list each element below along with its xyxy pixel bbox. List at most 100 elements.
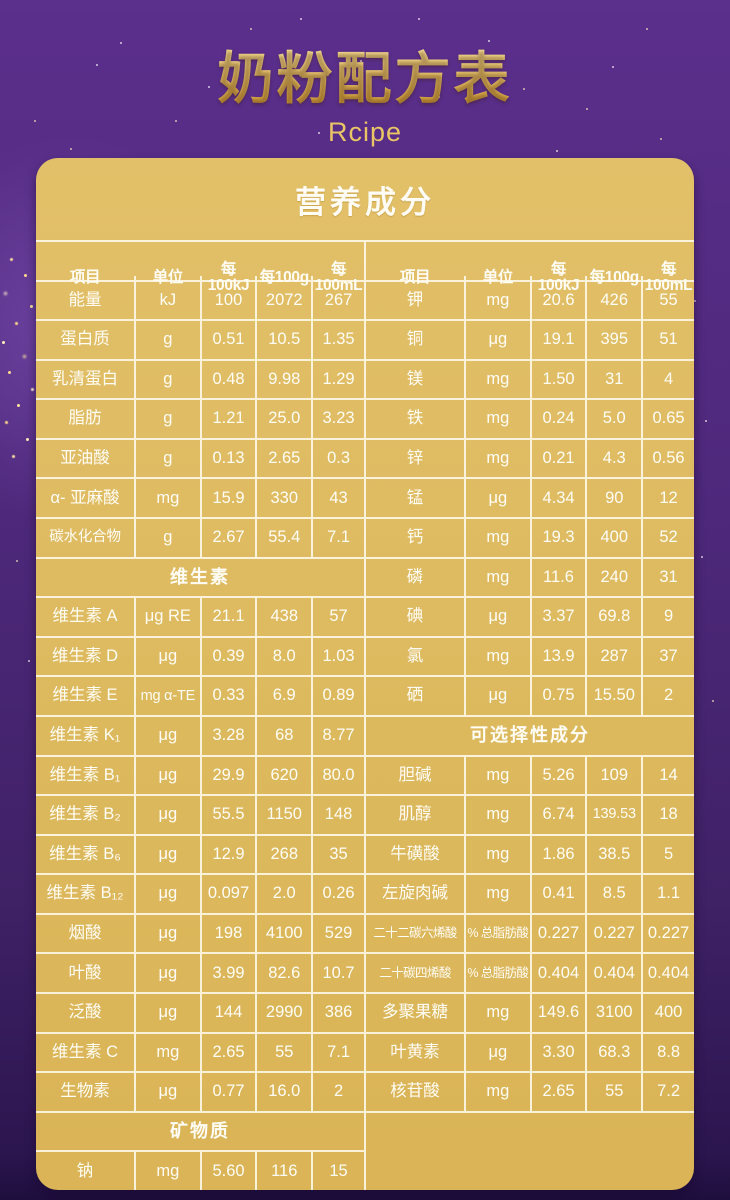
table-cell: 核苷酸 xyxy=(366,1073,467,1111)
table-row: 锰 μg 4.34 90 12 xyxy=(366,479,694,520)
table-cell: mg xyxy=(466,519,532,557)
table-row: 碳水化合物 g 2.67 55.4 7.1 xyxy=(36,519,364,559)
table-row: 叶酸 μg 3.99 82.6 10.7 xyxy=(36,954,364,994)
table-row: 碘 μg 3.37 69.8 9 xyxy=(366,598,694,638)
table-cell: 3.99 xyxy=(202,954,258,992)
table-cell: 铜 xyxy=(366,321,467,359)
table-row: 镁 mg 1.50 31 4 xyxy=(366,360,694,401)
table-cell: 330 xyxy=(257,479,314,518)
page-title: 奶粉配方表 xyxy=(0,34,730,115)
table-cell: 1.03 xyxy=(322,646,355,665)
table-cell: 钠 xyxy=(36,1152,137,1190)
table-row: 维生素 B₁₂ μg 0.097 2.0 0.26 xyxy=(36,875,364,915)
table-cell: 12 xyxy=(659,488,678,507)
table-row: 肌醇 mg 6.74 139.53 18 xyxy=(366,796,694,836)
table-cell: 55.5 xyxy=(202,796,258,834)
table-cell: 400 xyxy=(654,1003,683,1022)
column-header-cell: 项目 xyxy=(36,270,137,284)
table-cell: 15 xyxy=(329,1162,348,1181)
table-cell: 2072 xyxy=(257,281,314,320)
column-header-cell: 单位 xyxy=(136,270,202,284)
table-row: 多聚果糖 mg 149.6 3100 400 xyxy=(366,993,694,1034)
table-cell: α- 亚麻酸 xyxy=(36,479,137,518)
column-header-row: 项目 单位 每100kJ 每100g 每100mL xyxy=(366,242,694,293)
column-header-cell: 每100kJ xyxy=(532,262,588,293)
table-cell: g xyxy=(136,400,202,438)
table-cell: 0.65 xyxy=(652,409,685,428)
table-cell: 21.1 xyxy=(202,598,258,636)
table-cell: mg xyxy=(466,439,532,478)
table-cell: 20.6 xyxy=(532,281,588,320)
table-cell: 37 xyxy=(659,646,678,665)
table-cell: 5.60 xyxy=(202,1152,258,1190)
table-cell: 能量 xyxy=(36,281,137,320)
table-cell: 左旋肉碱 xyxy=(366,875,467,913)
table-cell: 4.34 xyxy=(532,479,588,518)
table-cell: 139.53 xyxy=(587,796,644,834)
table-cell: 0.13 xyxy=(202,439,258,478)
table-cell: 68 xyxy=(257,716,314,755)
table-row: 铁 mg 0.24 5.0 0.65 xyxy=(366,400,694,440)
table-cell: mg xyxy=(466,835,532,874)
table-cell: 烟酸 xyxy=(36,914,137,953)
column-header-cell: 每100mL xyxy=(314,260,363,294)
table-cell: 109 xyxy=(587,756,644,795)
table-cell: 0.24 xyxy=(532,400,588,438)
table-cell: 1.1 xyxy=(657,884,680,903)
column-header-row: 项目 单位 每100kJ 每100g 每100mL xyxy=(36,242,364,294)
table-cell: μg xyxy=(136,756,202,795)
table-cell: 438 xyxy=(257,598,314,636)
column-header-cell: 每100g xyxy=(257,270,314,284)
table-cell: 90 xyxy=(587,479,644,518)
page-header: 奶粉配方表 Rcipe xyxy=(0,0,730,156)
table-cell: % 总脂肪酸 xyxy=(466,954,532,992)
section-header-row: 可选择性成分 xyxy=(366,717,694,757)
table-cell: μg xyxy=(136,835,202,874)
table-cell: μg xyxy=(136,1073,202,1111)
table-row: 核苷酸 mg 2.65 55 7.2 xyxy=(366,1073,694,1113)
table-cell: 4.3 xyxy=(587,439,644,478)
table-cell: mg xyxy=(136,1033,202,1072)
table-cell: 386 xyxy=(324,1003,353,1022)
table-cell: μg xyxy=(136,796,202,834)
table-cell: 碳水化合物 xyxy=(36,519,137,557)
table-cell: 5.26 xyxy=(532,756,588,795)
table-cell: 维生素 B₁ xyxy=(36,756,137,795)
table-row: 胆碱 mg 5.26 109 14 xyxy=(366,756,694,797)
table-cell: 4100 xyxy=(257,914,314,953)
section-label: 维生素 xyxy=(170,566,230,587)
table-row: 维生素 K₁ μg 3.28 68 8.77 xyxy=(36,716,364,757)
table-cell: 395 xyxy=(587,321,644,359)
card-title-bar: 营养成分 xyxy=(36,158,694,240)
table-row: 氯 mg 13.9 287 37 xyxy=(366,637,694,678)
table-cell: 0.75 xyxy=(532,677,588,715)
table-cell: 35 xyxy=(329,844,348,863)
table-cell: 8.0 xyxy=(257,637,314,676)
card-title: 营养成分 xyxy=(295,184,435,220)
table-row: 蛋白质 g 0.51 10.5 1.35 xyxy=(36,321,364,361)
table-cell: 267 xyxy=(324,290,353,309)
table-cell: 2.0 xyxy=(257,875,314,913)
table-cell: 0.3 xyxy=(327,449,350,468)
table-row: α- 亚麻酸 mg 15.9 330 43 xyxy=(36,479,364,520)
table-row: 二十碳四烯酸% 总脂肪酸 0.404 0.404 0.404 xyxy=(366,954,694,994)
table-cell: g xyxy=(136,439,202,478)
table-row: 钠 mg 5.60 116 15 xyxy=(36,1152,364,1190)
table-row: 生物素 μg 0.77 16.0 2 xyxy=(36,1073,364,1113)
table-cell: mg xyxy=(136,1152,202,1190)
table-cell: 肌醇 xyxy=(366,796,467,834)
table-cell: 2.65 xyxy=(202,1033,258,1072)
table-cell: 7.1 xyxy=(327,1042,350,1061)
table-cell: 脂肪 xyxy=(36,400,137,438)
table-cell: μg xyxy=(136,875,202,913)
table-cell: 55.4 xyxy=(257,519,314,557)
table-cell: mg xyxy=(466,796,532,834)
table-cell: 29.9 xyxy=(202,756,258,795)
table-cell: 0.404 xyxy=(587,954,644,992)
table-cell: 9.98 xyxy=(257,360,314,399)
table-cell: g xyxy=(136,360,202,399)
table-cell: 生物素 xyxy=(36,1073,137,1111)
nutrition-tables: 项目 单位 每100kJ 每100g 每100mL 能量 kJ 100 2072 267 蛋白质 g 0… xyxy=(36,240,694,1190)
